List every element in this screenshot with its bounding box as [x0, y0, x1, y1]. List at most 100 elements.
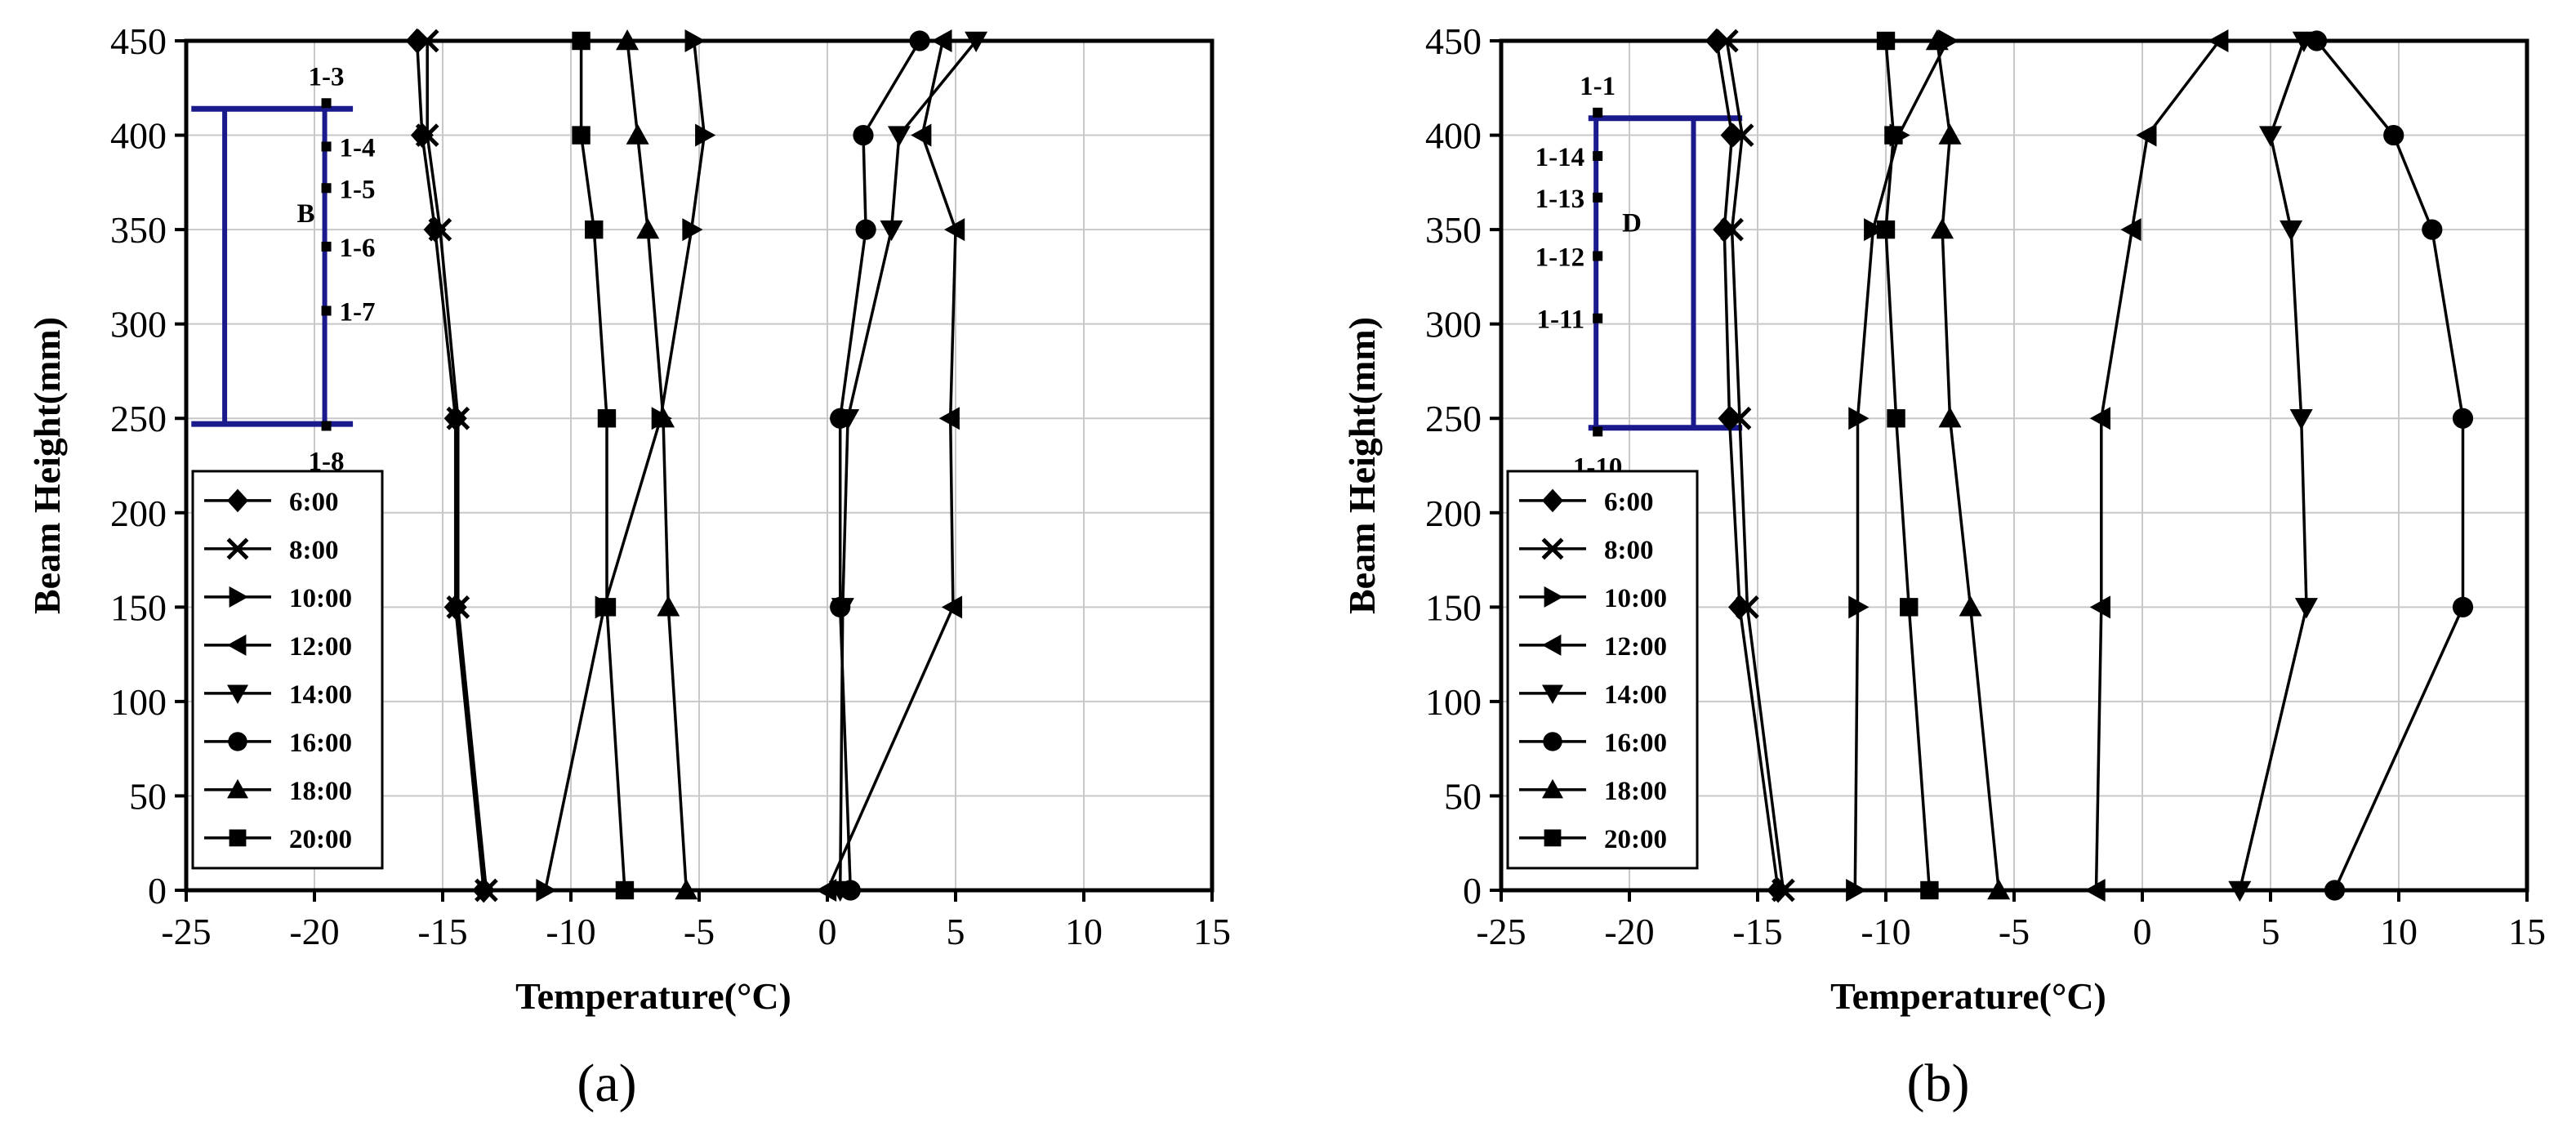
legend-marker [229, 586, 248, 608]
data-point [931, 29, 952, 52]
beam-section-inset: 1-31-41-51-61-71-8B [191, 62, 376, 476]
data-point [616, 29, 640, 51]
series-line [1715, 40, 1780, 891]
x-tick-label: 0 [818, 911, 837, 952]
legend-label: 18:00 [1604, 777, 1667, 806]
legend-marker [227, 634, 247, 656]
data-point [965, 31, 988, 52]
data-point [1876, 31, 1896, 51]
data-point [2228, 880, 2252, 902]
y-tick-label: 200 [110, 493, 167, 534]
y-tick-label: 150 [1425, 586, 1482, 628]
y-tick-label: 300 [110, 304, 167, 345]
data-point [1884, 126, 1903, 145]
sensor-marker [321, 305, 332, 316]
data-point [1938, 123, 1962, 145]
y-tick-label: 0 [1463, 870, 1482, 911]
y-axis-title: Beam Height(mm) [26, 317, 68, 614]
legend-label: 16:00 [289, 729, 352, 758]
y-tick-label: 400 [110, 115, 167, 157]
x-tick-label: 15 [1193, 911, 1231, 952]
series-line [426, 41, 488, 891]
x-tick-label: -15 [417, 911, 467, 952]
legend-box [191, 470, 384, 870]
legend-label: 16:00 [1604, 729, 1667, 758]
legend-marker [1542, 634, 1562, 656]
sensor-marker [321, 98, 332, 109]
series-600 [1705, 28, 1790, 903]
series-line [838, 40, 921, 891]
series-line [1936, 40, 2000, 891]
data-point [682, 218, 703, 242]
legend-label: 18:00 [289, 777, 352, 806]
series-1400 [828, 31, 988, 902]
legend-item: 20:00 [1519, 825, 1667, 854]
data-point [572, 126, 591, 145]
data-point [1848, 407, 1870, 430]
data-point [536, 879, 557, 902]
legend-item: 10:00 [204, 584, 352, 613]
series-1600 [830, 30, 930, 901]
series-1000 [536, 29, 716, 902]
data-point [415, 29, 439, 53]
data-point [675, 879, 698, 900]
data-point [887, 126, 911, 147]
legend-marker [227, 684, 248, 704]
series-1800 [1925, 29, 2011, 900]
series-1400 [2228, 31, 2318, 902]
data-point [911, 123, 932, 147]
series-800 [415, 29, 498, 903]
legend-label: 6:00 [289, 488, 339, 517]
panel-b: -25 -20 -15 -10 -5 0 5 10 1505010015020025030035… [1341, 20, 2546, 1017]
x-tick-label: 0 [2133, 911, 2152, 952]
legend-item: 10:00 [1519, 584, 1667, 613]
series-1200 [816, 29, 965, 902]
data-point [597, 409, 617, 428]
series-1600 [2306, 30, 2474, 901]
sensor-label: 1-5 [340, 175, 376, 204]
series-800 [1714, 29, 1795, 903]
data-point [2422, 219, 2443, 240]
legend-label: 20:00 [1604, 825, 1667, 854]
data-point [1900, 598, 1919, 617]
series-600 [405, 28, 496, 903]
legend-marker [1542, 488, 1563, 513]
legend-marker [226, 537, 249, 560]
data-point [853, 124, 874, 146]
sensor-label: 1-4 [340, 133, 376, 163]
data-point [615, 880, 635, 900]
x-tick-label: -10 [1861, 911, 1910, 952]
data-point [840, 880, 861, 901]
sensor-marker [321, 183, 332, 194]
x-tick-label: 10 [2380, 911, 2418, 952]
panel-a: -25 -20 -15 -10 -5 0 5 10 1505010015020025030035… [26, 20, 1231, 1017]
data-point [1714, 29, 1739, 53]
x-tick-label: -20 [289, 911, 339, 952]
data-point [1887, 409, 1905, 428]
x-tick-label: -5 [1999, 911, 2030, 952]
sensor-label: 1-11 [1537, 305, 1585, 335]
data-point [830, 596, 851, 617]
data-point [2089, 595, 2110, 619]
sensor-marker [321, 421, 332, 431]
data-point [909, 30, 930, 51]
y-tick-label: 300 [1425, 304, 1482, 345]
data-point [830, 408, 851, 429]
legend: 6:00 8:00 10:00 12:00 14:00 16:00 18:00 20:00 [191, 470, 384, 870]
series-line [2238, 40, 2308, 891]
data-point [1730, 123, 1754, 147]
data-point [1736, 595, 1759, 619]
x-tick-label: -20 [1604, 911, 1654, 952]
sensor-label: 1-7 [340, 297, 376, 327]
legend: 6:00 8:00 10:00 12:00 14:00 16:00 18:00 20:00 [1506, 470, 1699, 870]
legend-marker [227, 778, 248, 799]
sensor-marker [1593, 192, 1603, 203]
data-point [2383, 124, 2404, 146]
data-point [1772, 878, 1795, 903]
data-point [428, 217, 452, 242]
data-point [695, 123, 716, 147]
data-point [1713, 216, 1736, 243]
legend-item: 16:00 [1519, 729, 1667, 758]
y-tick-label: 150 [110, 586, 167, 628]
